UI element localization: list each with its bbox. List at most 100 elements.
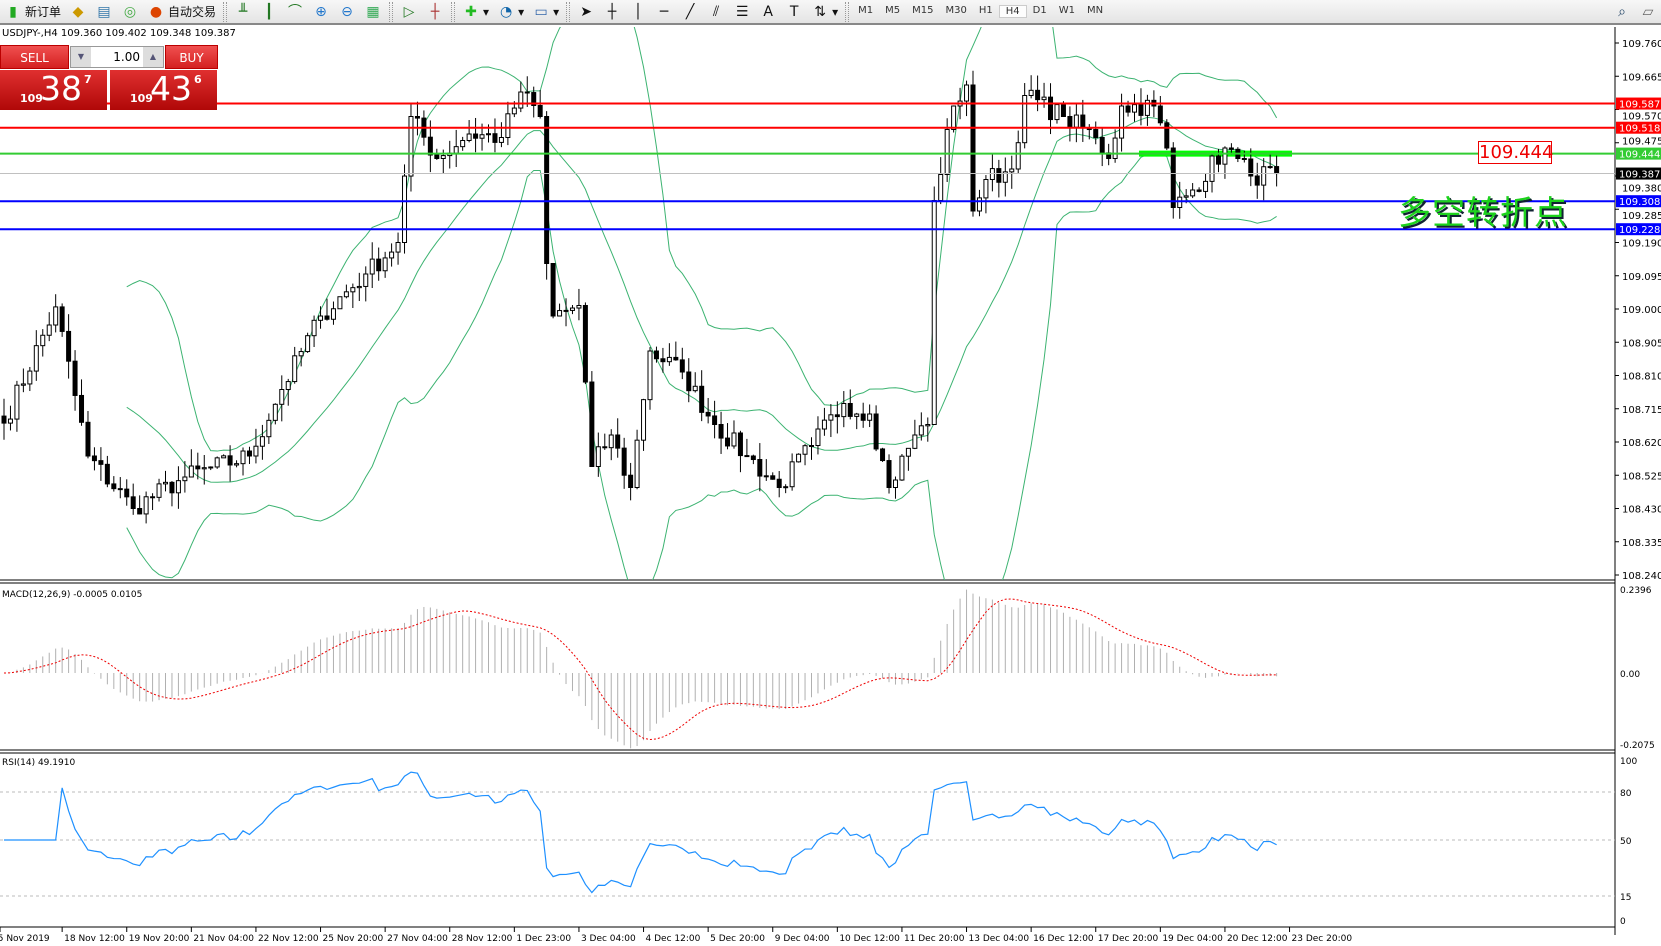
vertical-line-button[interactable]: │ [625,1,651,23]
candle-bull [976,197,982,212]
candle-bear [1157,105,1163,124]
candle-bull [1041,96,1047,101]
zoom-out-icon: ⊖ [341,3,353,20]
trendline-button[interactable]: ╱ [677,1,703,23]
candle-bull [498,137,504,143]
price-axis-label: 109.760 [1622,39,1661,50]
auto-scroll-button[interactable]: ▷ [396,1,422,23]
candle-bull [1054,104,1060,121]
timeframe-h1[interactable]: H1 [978,5,993,16]
candle-bear [137,508,143,515]
line-chart-button[interactable]: ⌒ [282,1,308,23]
candle-bear [880,448,886,462]
zoom-out-button[interactable]: ⊖ [334,1,360,23]
time-axis-label: 4 Dec 12:00 [646,934,701,944]
candle-bull [382,257,388,272]
candle-bull [292,355,298,383]
chart-shift-button[interactable]: ┼ [422,1,448,23]
level-axis-badge-109.308 [1616,195,1661,208]
timeframe-h4[interactable]: H4 [998,5,1027,18]
lot-decrease-button[interactable]: ▼ [71,47,91,67]
candle-bull [14,384,20,420]
candle-bear [91,455,97,462]
bar-chart-button[interactable]: ╨ [230,1,256,23]
candle-bull [20,383,26,386]
sell-fraction: 7 [84,73,92,86]
timeframe-mn[interactable]: MN [1086,5,1104,16]
chat-button[interactable]: ▱ [1635,1,1661,23]
time-axis-label: 21 Nov 04:00 [193,934,254,944]
search-button[interactable]: ⌕ [1609,1,1635,23]
candle-bull [925,424,931,427]
tile-icon: ▦ [366,3,380,20]
tile-windows-button[interactable]: ▦ [360,1,386,23]
buy-price[interactable]: 109 43 6 [110,70,217,110]
candle-bull [892,479,898,489]
time-axis-label: 3 Dec 04:00 [581,934,636,944]
candle-bull [964,84,970,102]
rsi-axis-label: 50 [1620,837,1632,847]
candle-bear [744,455,750,458]
signals-button[interactable]: ◎ [117,1,143,23]
channel-button[interactable]: ⫽ [703,1,729,23]
price-axis-label: 108.620 [1622,438,1661,449]
candle-bear [628,474,634,489]
timeframe-d1[interactable]: D1 [1032,5,1047,16]
candle-bear [227,455,233,466]
auto-trading-button[interactable]: ● 自动交易 [143,1,220,23]
price-axis-label: 109.475 [1622,137,1661,148]
macd-label: MACD(12,26,9) -0.0005 0.0105 [2,590,142,600]
candle-chart-button[interactable]: ┃ [256,1,282,23]
chart-area[interactable]: 109.760 109.665 109.570 109.475 109.380 109.2… [0,27,1661,946]
cursor-button[interactable]: ➤ [573,1,599,23]
timeframe-w1[interactable]: W1 [1058,5,1075,16]
market-watch-button[interactable]: ◆ [65,1,91,23]
periods-button[interactable]: ◔ ▾ [493,1,528,23]
lot-stepper[interactable]: ▼ ▲ [70,46,164,68]
candle-bull [486,133,491,136]
candle-bull [389,251,395,259]
level-label-109-444: 109.444 [1478,141,1554,164]
candle-bull [1009,168,1015,173]
candle-bear [544,116,550,264]
crosshair-button[interactable]: ┼ [599,1,625,23]
timeframe-m5[interactable]: M5 [885,5,901,16]
lot-increase-button[interactable]: ▲ [143,47,163,67]
price-axis-label: 108.240 [1622,571,1661,582]
toolbar-separator [451,1,456,22]
text-button[interactable]: A [755,1,781,23]
fibonacci-button[interactable]: ☰ [729,1,755,23]
arrows-button[interactable]: ⇅ ▾ [807,1,842,23]
level-axis-badge-109.228 [1616,223,1661,236]
timeframe-m30[interactable]: M30 [945,5,967,16]
text-label-button[interactable]: T [781,1,807,23]
sell-button[interactable]: SELL [0,45,69,69]
new-order-button[interactable]: ▮ 新订单 [0,1,65,23]
zoom-in-button[interactable]: ⊕ [308,1,334,23]
horizontal-line-button[interactable]: ─ [651,1,677,23]
buy-button[interactable]: BUY [165,45,218,69]
indicators-button[interactable]: ✚ ▾ [458,1,493,23]
candle-bear [195,465,201,470]
candle-bull [156,483,162,498]
time-axis-label: 13 Dec 04:00 [969,934,1030,944]
candle-bear [750,455,756,461]
sell-price[interactable]: 109 38 7 [0,70,107,110]
navigator-button[interactable]: ▤ [91,1,117,23]
candle-bull [253,445,259,457]
templates-button[interactable]: ▭ ▾ [528,1,563,23]
timeframe-m15[interactable]: M15 [912,5,934,16]
candle-bull [279,389,285,405]
price-axis-label: 108.810 [1622,372,1661,383]
candle-bear [1138,104,1144,116]
toolbar-separator [223,1,228,22]
candle-bull [1177,196,1183,208]
timeframe-m1[interactable]: M1 [858,5,874,16]
candle-bear [492,133,498,143]
candle-bear [434,154,440,159]
lot-input[interactable] [91,47,143,67]
candle-bear [1254,175,1260,186]
text-label-icon: T [789,3,799,20]
candle-bull [576,305,582,309]
candle-bear [1274,166,1280,175]
